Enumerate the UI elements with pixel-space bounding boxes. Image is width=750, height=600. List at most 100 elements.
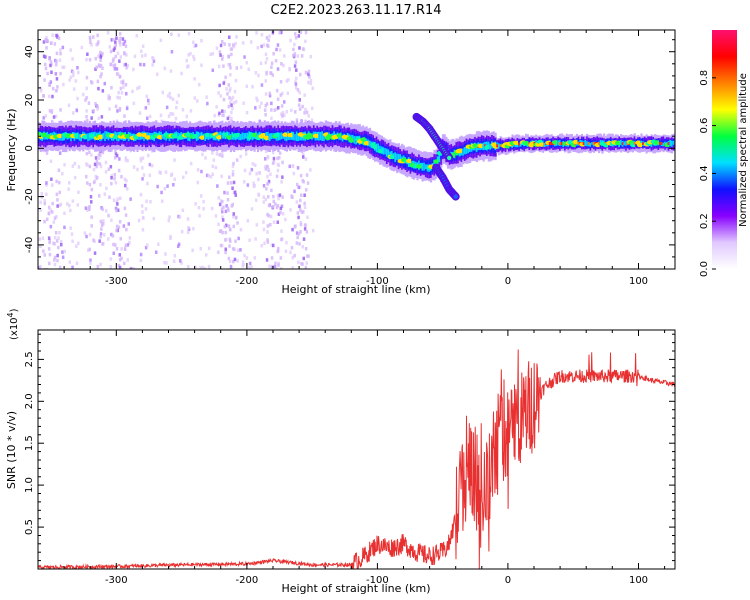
- x-tick-label: -200: [236, 276, 259, 287]
- noise-cell: [235, 158, 239, 162]
- noise-cell: [45, 151, 49, 155]
- ridge-peak: [587, 142, 591, 145]
- noise-cell: [51, 241, 55, 245]
- noise-cell: [87, 101, 91, 105]
- noise-cell: [38, 237, 41, 241]
- noise-cell: [141, 44, 145, 48]
- noise-cell: [294, 60, 298, 64]
- noise-cell: [47, 82, 51, 86]
- noise-cell: [294, 36, 298, 40]
- noise-cell: [114, 54, 117, 59]
- noise-cell: [263, 241, 266, 246]
- noise-cell: [100, 72, 103, 76]
- noise-cell: [95, 65, 98, 69]
- noise-cell: [304, 119, 307, 124]
- noise-cell: [300, 210, 304, 214]
- ridge-cell: [279, 132, 282, 140]
- noise-cell: [124, 44, 128, 48]
- noise-cell: [94, 56, 97, 61]
- noise-cell: [296, 88, 300, 92]
- noise-cell: [69, 75, 73, 80]
- noise-cell: [138, 85, 141, 89]
- noise-cell: [88, 232, 92, 237]
- noise-cell: [254, 163, 257, 167]
- noise-cell: [306, 215, 309, 219]
- noise-cell: [163, 66, 167, 71]
- noise-cell: [189, 52, 192, 56]
- noise-cell: [258, 170, 261, 175]
- noise-cell: [115, 36, 118, 40]
- noise-cell: [278, 193, 282, 197]
- ridge-cell: [589, 142, 592, 147]
- noise-cell: [43, 253, 46, 257]
- x-tick-label: 0: [505, 575, 511, 586]
- ridge-cell: [424, 164, 428, 170]
- noise-cell: [55, 239, 59, 243]
- noise-cell: [303, 227, 307, 231]
- noise-cell: [93, 251, 97, 255]
- noise-cell: [179, 259, 182, 263]
- noise-cell: [215, 46, 219, 50]
- noise-cell: [141, 215, 145, 220]
- colorbar-tick-label: 0.0: [699, 261, 710, 277]
- noise-cell: [229, 66, 232, 70]
- noise-cell: [52, 115, 56, 119]
- noise-cell: [92, 167, 96, 172]
- noise-cell: [56, 258, 59, 263]
- noise-cell: [298, 46, 301, 50]
- ridge-peak: [582, 142, 586, 145]
- noise-cell: [301, 152, 305, 157]
- noise-cell: [242, 101, 245, 105]
- noise-cell: [88, 247, 91, 252]
- noise-cell: [189, 161, 193, 166]
- noise-cell: [262, 200, 265, 204]
- noise-cell: [70, 232, 74, 236]
- noise-cell: [218, 50, 222, 54]
- noise-cell: [115, 153, 119, 158]
- noise-cell: [226, 206, 230, 210]
- noise-cell: [278, 151, 282, 155]
- noise-cell: [268, 91, 271, 96]
- noise-cell: [141, 156, 145, 160]
- noise-cell: [160, 190, 163, 195]
- noise-cell: [299, 208, 302, 212]
- noise-cell: [268, 34, 271, 38]
- noise-cell: [200, 39, 203, 43]
- noise-cell: [58, 190, 61, 195]
- noise-cell: [99, 50, 102, 55]
- ridge-peak: [659, 142, 663, 145]
- noise-cell: [122, 42, 125, 46]
- noise-cell: [294, 86, 298, 90]
- noise-cell: [270, 256, 274, 260]
- noise-cell: [114, 181, 118, 185]
- noise-cell: [202, 207, 205, 211]
- noise-cell: [106, 31, 110, 35]
- noise-cell: [302, 180, 305, 184]
- noise-cell: [196, 99, 199, 103]
- noise-cell: [142, 63, 146, 67]
- noise-cell: [115, 228, 118, 233]
- noise-cell: [280, 267, 283, 269]
- noise-cell: [304, 247, 308, 251]
- noise-cell: [263, 108, 267, 112]
- noise-cell: [171, 112, 175, 116]
- noise-cell: [85, 109, 88, 113]
- noise-cell: [309, 54, 312, 59]
- noise-cell: [113, 67, 117, 71]
- noise-cell: [266, 181, 270, 186]
- noise-cell: [250, 167, 254, 172]
- noise-cell: [100, 227, 103, 231]
- ridge-cell: [397, 153, 400, 163]
- noise-cell: [55, 179, 58, 184]
- ridge-cell: [487, 141, 490, 149]
- noise-cell: [248, 261, 252, 266]
- noise-cell: [114, 40, 117, 45]
- noise-cell: [257, 193, 261, 197]
- ridge-cell: [129, 132, 132, 140]
- noise-cell: [118, 220, 122, 224]
- noise-cell: [267, 195, 270, 199]
- noise-cell: [89, 258, 92, 262]
- noise-cell: [193, 96, 196, 100]
- noise-cell: [53, 42, 57, 46]
- noise-cell: [205, 95, 208, 99]
